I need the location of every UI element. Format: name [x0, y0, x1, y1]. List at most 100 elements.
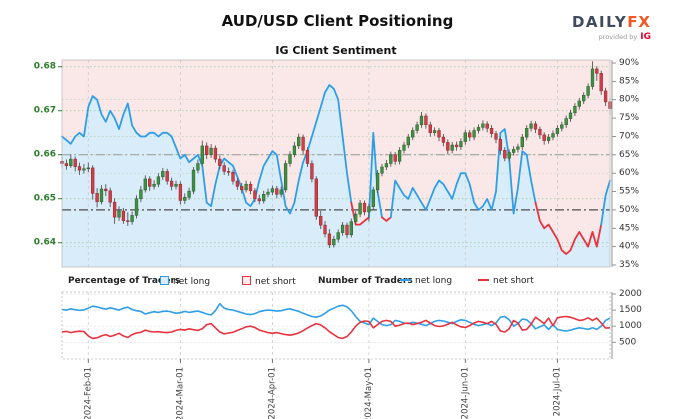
- candle-down: [108, 190, 112, 203]
- candles: [60, 61, 612, 248]
- month-label: 2024-May-01: [364, 367, 374, 419]
- candle-up: [288, 154, 292, 164]
- price-tick-label: 0.65: [34, 194, 56, 204]
- net-short-square-icon: [242, 276, 251, 285]
- pct-tick-label: 60%: [619, 168, 639, 178]
- candle-down: [222, 165, 226, 172]
- candle-down: [205, 145, 209, 155]
- candle-up: [336, 232, 340, 240]
- price-tick-label: 0.64: [34, 238, 56, 248]
- candle-up: [389, 154, 393, 164]
- candle-up: [152, 183, 156, 187]
- candle-up: [380, 166, 384, 174]
- candle-down: [498, 139, 503, 151]
- candle-down: [95, 193, 99, 203]
- candle-up: [555, 128, 560, 134]
- candle-down: [310, 163, 314, 180]
- candle-down: [275, 188, 279, 195]
- candle-down: [126, 220, 130, 222]
- legend-num-net-long: net long: [400, 276, 452, 286]
- candle-up: [472, 130, 476, 138]
- candle-up: [134, 198, 139, 216]
- candle-up: [525, 128, 529, 138]
- pct-tick-label: 75%: [619, 113, 639, 123]
- candle-down: [494, 133, 498, 140]
- candle-up: [183, 197, 187, 201]
- pct-tick-label: 50%: [619, 205, 639, 215]
- count-tick-label: 1500: [619, 305, 642, 315]
- count-line-net-short: [61, 315, 611, 340]
- candle-up: [507, 152, 511, 159]
- month-label: 2024-Jun-01: [460, 367, 470, 419]
- candle-down: [148, 178, 152, 187]
- candle-up: [174, 183, 178, 187]
- count-tick-label: 2000: [619, 289, 642, 299]
- candle-up: [367, 206, 371, 213]
- provided-by-label: provided by IG: [598, 32, 651, 42]
- candle-up: [573, 106, 577, 114]
- candle-up: [406, 136, 410, 146]
- candle-down: [218, 158, 222, 166]
- candle-down: [393, 154, 397, 162]
- candle-up: [117, 210, 121, 218]
- net-long-line-icon: [400, 278, 411, 281]
- candle-up: [292, 145, 297, 155]
- candle-up: [577, 100, 581, 107]
- candle-up: [270, 188, 275, 193]
- candle-up: [349, 221, 353, 236]
- candle-down: [319, 216, 323, 226]
- candle-down: [253, 190, 257, 199]
- candle-up: [99, 188, 104, 203]
- candle-down: [424, 115, 428, 126]
- ig-logo-text: IG: [640, 32, 651, 42]
- pct-tick-label: 80%: [619, 95, 639, 105]
- candle-down: [73, 158, 77, 167]
- candle-up: [450, 144, 454, 151]
- month-label: 2024-Mar-01: [175, 367, 185, 419]
- candle-down: [327, 233, 332, 246]
- count-tick-label: 1000: [619, 321, 642, 331]
- candle-up: [82, 168, 86, 171]
- candle-down: [77, 166, 82, 171]
- candle-up: [529, 123, 533, 129]
- candle-down: [599, 73, 603, 92]
- candle-up: [564, 118, 568, 126]
- candle-up: [582, 95, 586, 102]
- pct-tick-label: 35%: [619, 260, 639, 270]
- candle-up: [402, 144, 406, 151]
- candle-up: [590, 68, 595, 87]
- candle-down: [485, 123, 489, 129]
- candle-up: [297, 136, 301, 147]
- candle-up: [476, 127, 481, 131]
- candle-up: [340, 224, 345, 233]
- candle-up: [332, 238, 336, 246]
- candle-down: [169, 180, 174, 187]
- candle-up: [560, 124, 564, 129]
- candle-down: [91, 167, 95, 194]
- legend-num-net-short: net short: [478, 276, 534, 286]
- main-chart: 0.68 0.67 0.66 0.65 0.64 90% 85% 80% 75% 70% 65% 60…: [34, 58, 639, 359]
- candle-up: [161, 171, 165, 177]
- candle-down: [468, 132, 472, 138]
- candle-down: [595, 68, 599, 74]
- candle-down: [542, 134, 546, 141]
- candle-up: [411, 130, 415, 138]
- candle-up: [568, 112, 573, 119]
- candle-down: [428, 124, 432, 133]
- pct-tick-label: 65%: [619, 150, 639, 160]
- candle-up: [511, 149, 516, 153]
- candle-up: [432, 130, 437, 133]
- candle-down: [345, 224, 349, 236]
- candle-down: [489, 128, 494, 134]
- candle-up: [520, 136, 524, 148]
- candle-down: [104, 188, 108, 192]
- candle-up: [156, 176, 161, 185]
- candle-down: [301, 136, 305, 151]
- number-of-traders-panel: 2000 1500 1000 500 2024-Feb-01 2024-Mar-01 202…: [61, 289, 642, 419]
- price-tick-label: 0.66: [34, 150, 56, 160]
- price-tick-label: 0.67: [34, 106, 56, 116]
- pct-tick-label: 70%: [619, 132, 639, 142]
- candle-down: [454, 144, 459, 148]
- candle-down: [305, 150, 310, 164]
